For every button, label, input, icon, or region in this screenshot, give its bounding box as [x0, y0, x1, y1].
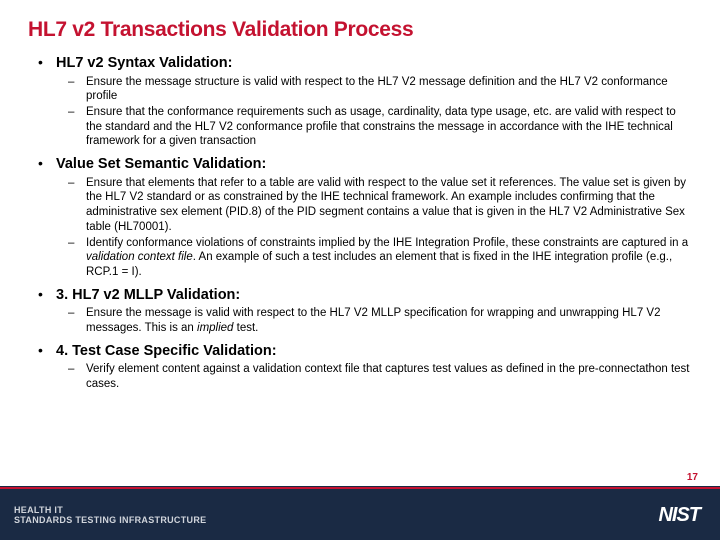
- sub-text: Ensure the message is valid with respect…: [86, 306, 692, 335]
- section-4: • 4. Test Case Specific Validation: – Ve…: [28, 342, 692, 392]
- slide-title: HL7 v2 Transactions Validation Process: [28, 18, 692, 42]
- footer-left-text: HEALTH IT STANDARDS TESTING INFRASTRUCTU…: [14, 505, 206, 526]
- dash-icon: –: [68, 306, 86, 321]
- section-3: • 3. HL7 v2 MLLP Validation: – Ensure th…: [28, 286, 692, 336]
- bullet-icon: •: [38, 286, 56, 304]
- sub-item: – Identify conformance violations of con…: [68, 236, 692, 280]
- section-header: • 3. HL7 v2 MLLP Validation:: [38, 286, 692, 305]
- dash-icon: –: [68, 176, 86, 191]
- sub-item: – Verify element content against a valid…: [68, 362, 692, 391]
- section-header-text: 3. HL7 v2 MLLP Validation:: [56, 286, 240, 305]
- dash-icon: –: [68, 75, 86, 90]
- sub-text: Verify element content against a validat…: [86, 362, 692, 391]
- section-header-text: 4. Test Case Specific Validation:: [56, 342, 277, 361]
- sub-item: – Ensure the message structure is valid …: [68, 75, 692, 104]
- sub-text: Identify conformance violations of const…: [86, 236, 692, 280]
- footer-bar: HEALTH IT STANDARDS TESTING INFRASTRUCTU…: [0, 490, 720, 540]
- sub-text: Ensure that the conformance requirements…: [86, 105, 692, 149]
- sub-text: Ensure that elements that refer to a tab…: [86, 176, 692, 235]
- bullet-icon: •: [38, 155, 56, 173]
- slide: HL7 v2 Transactions Validation Process •…: [0, 0, 720, 540]
- section-header: • Value Set Semantic Validation:: [38, 155, 692, 174]
- section-1: • HL7 v2 Syntax Validation: – Ensure the…: [28, 54, 692, 149]
- section-header-text: HL7 v2 Syntax Validation:: [56, 54, 232, 73]
- sub-item: – Ensure that elements that refer to a t…: [68, 176, 692, 235]
- footer: 17 HEALTH IT STANDARDS TESTING INFRASTRU…: [0, 486, 720, 540]
- section-header-text: Value Set Semantic Validation:: [56, 155, 266, 174]
- slide-content: • HL7 v2 Syntax Validation: – Ensure the…: [28, 54, 692, 392]
- section-header: • 4. Test Case Specific Validation:: [38, 342, 692, 361]
- section-header: • HL7 v2 Syntax Validation:: [38, 54, 692, 73]
- sub-item: – Ensure the message is valid with respe…: [68, 306, 692, 335]
- page-number: 17: [687, 472, 698, 483]
- footer-line2: STANDARDS TESTING INFRASTRUCTURE: [14, 515, 206, 525]
- sub-text: Ensure the message structure is valid wi…: [86, 75, 692, 104]
- dash-icon: –: [68, 105, 86, 120]
- section-2: • Value Set Semantic Validation: – Ensur…: [28, 155, 692, 280]
- dash-icon: –: [68, 362, 86, 377]
- bullet-icon: •: [38, 54, 56, 72]
- nist-logo: NIST: [658, 504, 700, 527]
- dash-icon: –: [68, 236, 86, 251]
- bullet-icon: •: [38, 342, 56, 360]
- footer-line1: HEALTH IT: [14, 505, 206, 515]
- sub-item: – Ensure that the conformance requiremen…: [68, 105, 692, 149]
